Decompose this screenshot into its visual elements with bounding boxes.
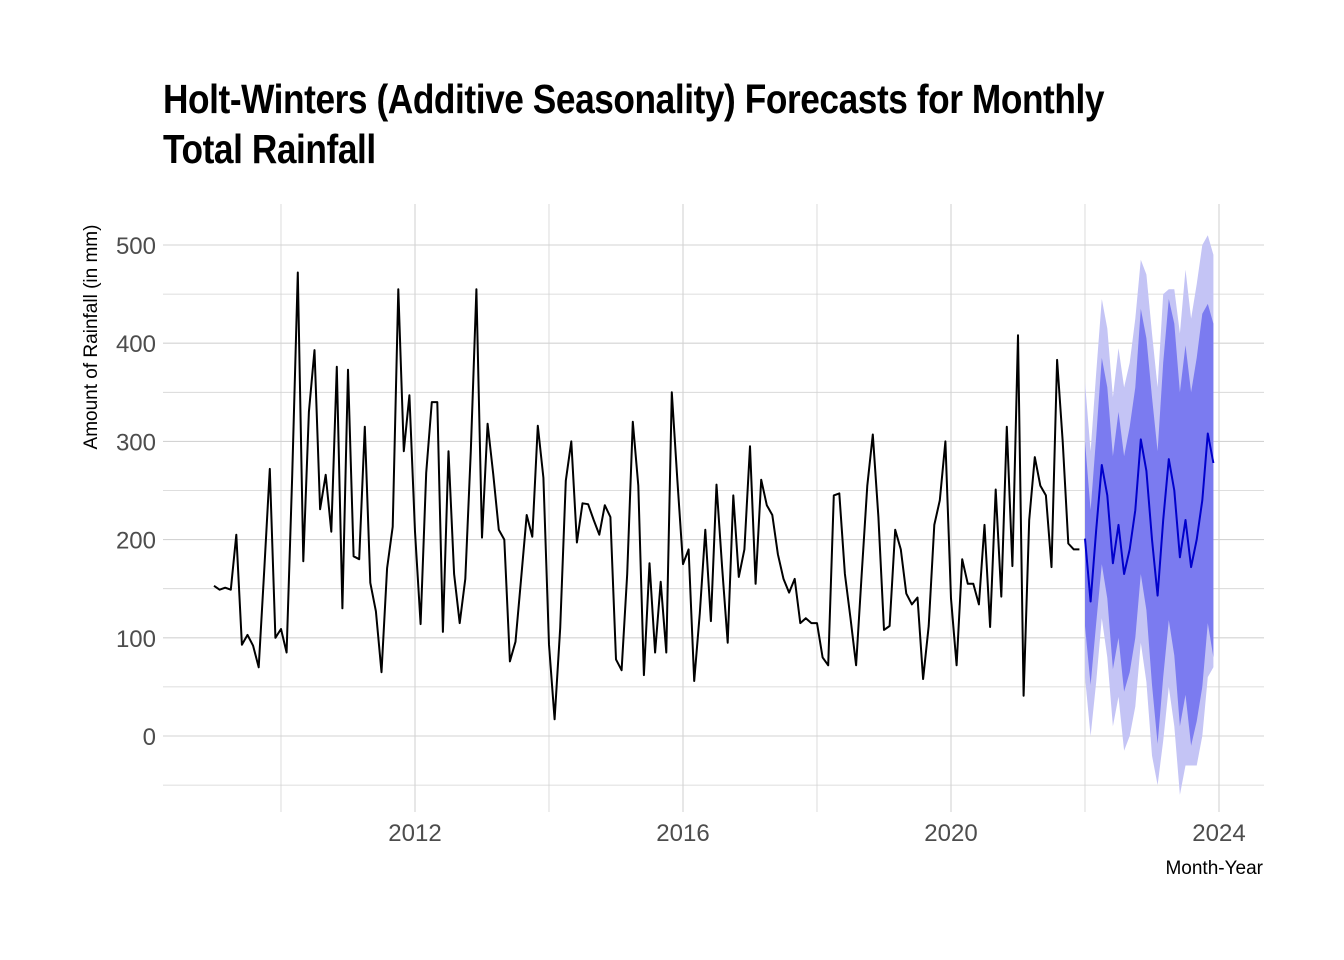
forecast-series-line (1084, 432, 1215, 603)
y-tick-label: 0 (143, 724, 156, 751)
series-lines (213, 271, 1215, 721)
x-tick-label: 2016 (656, 820, 709, 847)
chart-title: Holt-Winters (Additive Seasonality) Fore… (163, 76, 1105, 172)
y-tick-label: 400 (116, 331, 156, 358)
y-tick-label: 200 (116, 528, 156, 555)
y-tick-label: 500 (116, 233, 156, 260)
x-tick-label: 2012 (388, 820, 441, 847)
y-axis-ticks: 0 100 200 300 400 500 (116, 233, 156, 751)
x-axis-title: Month-Year (1165, 858, 1263, 879)
x-tick-label: 2024 (1192, 820, 1245, 847)
band-80-interval (1085, 299, 1214, 746)
x-tick-label: 2020 (924, 820, 977, 847)
y-tick-label: 100 (116, 626, 156, 653)
y-axis-title: Amount of Rainfall (in mm) (81, 225, 102, 450)
observed-series-line (213, 271, 1080, 721)
major-gridlines (163, 204, 1264, 812)
x-axis-ticks: 2012 2016 2020 2024 (388, 820, 1245, 847)
y-tick-label: 300 (116, 429, 156, 456)
